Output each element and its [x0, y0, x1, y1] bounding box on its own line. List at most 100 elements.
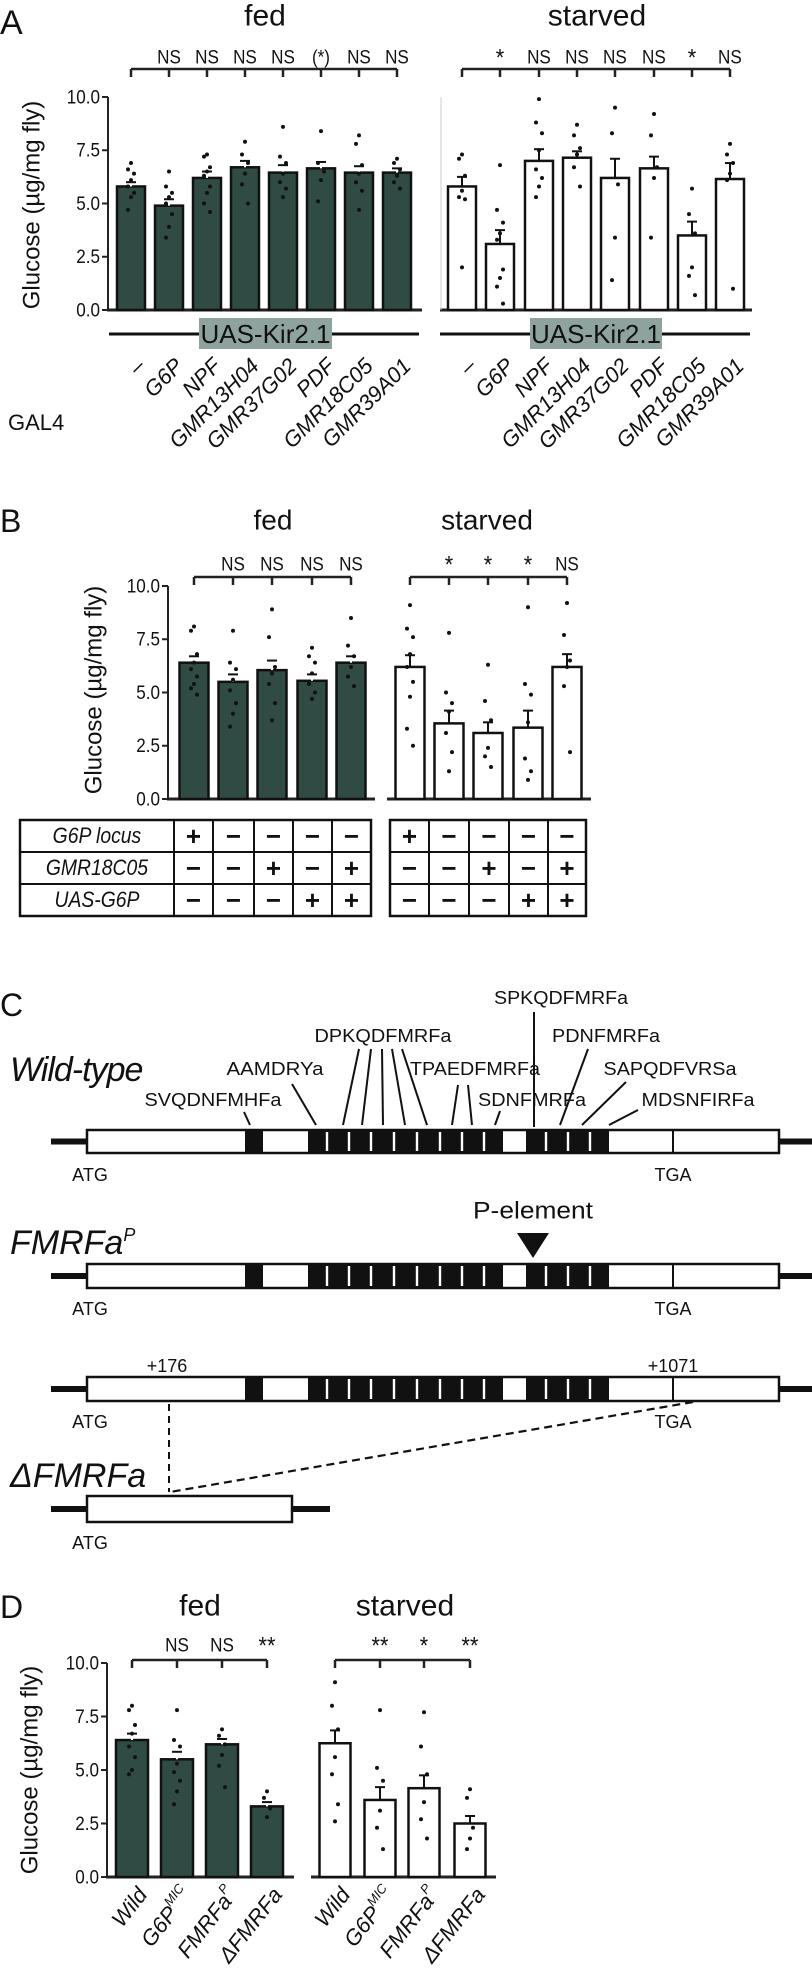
- data-point: [537, 184, 541, 189]
- data-point: [178, 1778, 182, 1783]
- table-cell: −: [226, 821, 241, 851]
- data-point: [457, 156, 461, 161]
- data-point: [130, 1703, 134, 1708]
- data-point: [278, 180, 282, 185]
- peptide-boundary: [325, 1132, 329, 1151]
- data-point: [405, 664, 409, 669]
- table-row-label: GMR18C05: [46, 856, 149, 880]
- table-cell: −: [481, 821, 496, 851]
- data-point: [220, 1753, 224, 1758]
- y-tick-label: 7.5: [76, 140, 100, 161]
- data-point: [262, 1795, 266, 1800]
- start-codon-label: ATG: [72, 1533, 108, 1553]
- table-row-label: G6P locus: [53, 824, 142, 848]
- wild-type-gene: [51, 1128, 812, 1155]
- data-point: [127, 1708, 131, 1713]
- peptide-boundary: [369, 1132, 373, 1151]
- bar: [343, 171, 375, 312]
- table-cell: −: [441, 885, 456, 915]
- peptide-boundary: [392, 1132, 396, 1151]
- panel-letter-b: B: [0, 503, 21, 539]
- peptide-boundary: [325, 1379, 329, 1399]
- data-point: [463, 173, 467, 178]
- data-point: [126, 207, 130, 212]
- data-point: [132, 171, 136, 176]
- table-cell: +: [344, 885, 359, 915]
- x-category-label: G6P: [139, 353, 188, 402]
- deletion-start-label: +176: [147, 1356, 188, 1376]
- data-point: [352, 654, 356, 659]
- peptide-leader-line: [291, 1083, 317, 1126]
- peptide-label: PDNFMRFa: [552, 1026, 661, 1046]
- bar: [318, 1742, 352, 1879]
- data-point: [610, 131, 614, 136]
- data-point: [613, 235, 617, 240]
- bar: [551, 665, 583, 801]
- data-point: [126, 184, 130, 189]
- peptide-boundary: [347, 1379, 351, 1399]
- data-point: [398, 167, 402, 172]
- peptide-boundary: [482, 1379, 486, 1399]
- bar: [433, 722, 465, 801]
- data-point: [281, 195, 285, 200]
- deletion-gene: [51, 1494, 330, 1524]
- data-point: [354, 180, 358, 185]
- peptide-label: SDNFMRFa: [478, 1090, 587, 1110]
- peptide-boundary: [369, 1266, 373, 1286]
- y-tick-label: 5.0: [75, 1759, 99, 1780]
- data-point: [529, 692, 533, 697]
- data-point: [471, 1825, 475, 1830]
- data-point: [690, 265, 694, 270]
- data-point: [322, 169, 326, 174]
- significance-label: **: [259, 1631, 276, 1658]
- table-cell: −: [305, 853, 320, 883]
- table-cell: +: [344, 853, 359, 883]
- data-point: [336, 1727, 340, 1732]
- table-cell: −: [186, 853, 201, 883]
- bar: [453, 1822, 487, 1879]
- p-allele-gene: [51, 1262, 812, 1290]
- data-point: [205, 152, 209, 157]
- data-point: [352, 684, 356, 689]
- wild-type-label: Wild-type: [10, 1051, 142, 1089]
- data-point: [281, 171, 285, 176]
- table-cell: −: [521, 853, 536, 883]
- data-point: [501, 220, 505, 225]
- data-point: [267, 681, 271, 686]
- bar: [229, 166, 261, 312]
- data-point: [170, 190, 174, 195]
- data-point: [468, 1836, 472, 1841]
- y-tick-label: 7.5: [75, 1706, 99, 1727]
- y-tick-label: 10.0: [67, 86, 100, 107]
- data-point: [562, 684, 566, 689]
- bar: [599, 176, 631, 312]
- significance-label: NS: [210, 1634, 234, 1655]
- table-cell: +: [266, 853, 281, 883]
- data-point: [613, 105, 617, 110]
- bar: [714, 177, 746, 312]
- data-point: [652, 175, 656, 180]
- data-point: [127, 1744, 131, 1749]
- significance-label: (*): [312, 46, 330, 67]
- bar: [446, 185, 478, 312]
- significance-label: NS: [233, 46, 257, 67]
- table-cell: −: [441, 853, 456, 883]
- data-point: [330, 1772, 334, 1777]
- data-point: [405, 626, 409, 631]
- data-point: [307, 681, 311, 686]
- data-point: [129, 195, 133, 200]
- data-point: [534, 195, 538, 200]
- y-tick-label: 2.5: [136, 735, 160, 756]
- data-point: [132, 190, 136, 195]
- peptide-coding-block: [308, 1377, 503, 1401]
- data-point: [307, 654, 311, 659]
- stop-codon-label: TGA: [654, 1165, 691, 1185]
- table-cell: −: [305, 821, 320, 851]
- data-point: [498, 231, 502, 236]
- data-point: [333, 1755, 337, 1760]
- data-point: [411, 679, 415, 684]
- data-point: [575, 152, 579, 157]
- stop-codon-label: TGA: [654, 1412, 691, 1432]
- data-point: [728, 141, 732, 146]
- data-point: [562, 632, 566, 637]
